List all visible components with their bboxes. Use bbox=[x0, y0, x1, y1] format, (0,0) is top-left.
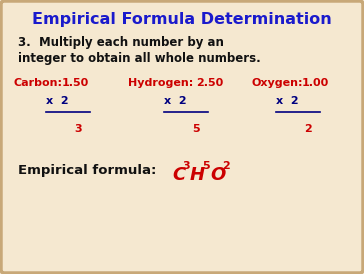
Text: 2.50: 2.50 bbox=[196, 78, 223, 88]
Text: 1.00: 1.00 bbox=[302, 78, 329, 88]
Text: Hydrogen:: Hydrogen: bbox=[128, 78, 193, 88]
Text: 3.  Multiply each number by an: 3. Multiply each number by an bbox=[18, 36, 224, 49]
Text: 5: 5 bbox=[202, 161, 210, 171]
Text: 2: 2 bbox=[222, 161, 230, 171]
Text: 2: 2 bbox=[304, 124, 312, 134]
Text: 3: 3 bbox=[182, 161, 190, 171]
Text: C: C bbox=[172, 166, 185, 184]
Text: 1.50: 1.50 bbox=[62, 78, 89, 88]
Text: 5: 5 bbox=[192, 124, 199, 134]
Text: integer to obtain all whole numbers.: integer to obtain all whole numbers. bbox=[18, 52, 261, 65]
Text: H: H bbox=[190, 166, 205, 184]
Text: 3: 3 bbox=[74, 124, 82, 134]
Text: O: O bbox=[210, 166, 225, 184]
Text: x  2: x 2 bbox=[164, 96, 187, 106]
Text: Oxygen:: Oxygen: bbox=[252, 78, 304, 88]
Text: x  2: x 2 bbox=[46, 96, 69, 106]
Text: Empirical Formula Determination: Empirical Formula Determination bbox=[32, 12, 332, 27]
Text: Empirical formula:: Empirical formula: bbox=[18, 164, 157, 177]
Text: Carbon:: Carbon: bbox=[14, 78, 63, 88]
Text: x  2: x 2 bbox=[276, 96, 298, 106]
